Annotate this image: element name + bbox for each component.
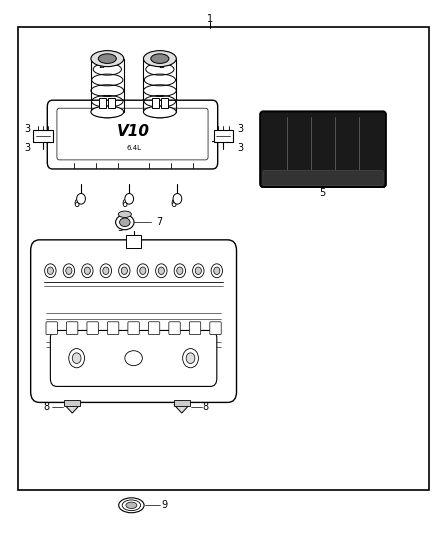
Circle shape (81, 264, 93, 278)
Bar (64, 400, 80, 406)
Ellipse shape (151, 54, 169, 63)
Circle shape (155, 264, 167, 278)
Circle shape (137, 264, 148, 278)
Bar (126, 235, 141, 248)
Circle shape (119, 264, 130, 278)
Polygon shape (174, 405, 190, 413)
Text: 6.4L: 6.4L (126, 145, 141, 151)
Text: 6: 6 (74, 199, 80, 208)
Circle shape (121, 267, 127, 274)
FancyBboxPatch shape (31, 240, 237, 402)
Circle shape (214, 267, 220, 274)
Bar (152, 98, 159, 108)
Bar (33, 130, 53, 142)
Circle shape (140, 267, 146, 274)
Text: 3: 3 (24, 124, 30, 134)
Text: 6: 6 (122, 199, 128, 208)
FancyBboxPatch shape (46, 322, 57, 335)
Text: V10: V10 (117, 124, 150, 139)
Ellipse shape (143, 106, 177, 118)
Polygon shape (64, 405, 80, 413)
Text: 7: 7 (156, 217, 162, 227)
Bar (108, 98, 115, 108)
FancyBboxPatch shape (148, 322, 160, 335)
Ellipse shape (118, 211, 131, 217)
FancyBboxPatch shape (260, 111, 386, 187)
Circle shape (103, 267, 109, 274)
Circle shape (125, 193, 134, 204)
Text: 5: 5 (320, 188, 326, 198)
Circle shape (186, 353, 195, 364)
Ellipse shape (91, 106, 124, 118)
Ellipse shape (126, 502, 137, 508)
Text: 2: 2 (99, 60, 105, 70)
FancyBboxPatch shape (128, 322, 139, 335)
Text: 3: 3 (237, 124, 243, 134)
Text: 1: 1 (207, 14, 213, 23)
Circle shape (193, 264, 204, 278)
Circle shape (211, 264, 223, 278)
Text: 9: 9 (161, 500, 167, 510)
Circle shape (69, 349, 85, 368)
FancyBboxPatch shape (107, 322, 119, 335)
Bar (99, 98, 106, 108)
Circle shape (45, 264, 56, 278)
FancyBboxPatch shape (210, 322, 221, 335)
Text: 4: 4 (34, 134, 40, 143)
Circle shape (183, 349, 198, 368)
Bar (214, 130, 233, 142)
Text: 4: 4 (228, 134, 234, 143)
Circle shape (100, 264, 112, 278)
Circle shape (174, 264, 186, 278)
FancyBboxPatch shape (169, 322, 180, 335)
Bar (174, 400, 190, 406)
FancyBboxPatch shape (50, 330, 217, 386)
Ellipse shape (91, 51, 124, 67)
Circle shape (77, 193, 85, 204)
Circle shape (173, 193, 182, 204)
Circle shape (63, 264, 74, 278)
Ellipse shape (116, 215, 134, 230)
Ellipse shape (143, 51, 177, 67)
FancyBboxPatch shape (67, 322, 78, 335)
Circle shape (158, 267, 164, 274)
Circle shape (47, 267, 53, 274)
Circle shape (195, 267, 201, 274)
Bar (18, 27, 429, 490)
Bar (161, 98, 168, 108)
Text: 2: 2 (158, 60, 164, 70)
Text: 8: 8 (202, 402, 208, 411)
Ellipse shape (125, 351, 142, 366)
FancyBboxPatch shape (263, 171, 383, 185)
Circle shape (177, 267, 183, 274)
Ellipse shape (98, 54, 117, 63)
Circle shape (84, 267, 90, 274)
Text: 3: 3 (24, 143, 30, 152)
Ellipse shape (122, 500, 141, 511)
Ellipse shape (120, 218, 130, 227)
Text: 3: 3 (237, 143, 243, 152)
Circle shape (72, 353, 81, 364)
Text: 3: 3 (117, 223, 124, 232)
Circle shape (66, 267, 72, 274)
Ellipse shape (119, 498, 144, 513)
FancyBboxPatch shape (47, 100, 218, 169)
FancyBboxPatch shape (189, 322, 201, 335)
FancyBboxPatch shape (87, 322, 98, 335)
Text: 8: 8 (43, 402, 49, 411)
Text: 6: 6 (170, 199, 176, 208)
